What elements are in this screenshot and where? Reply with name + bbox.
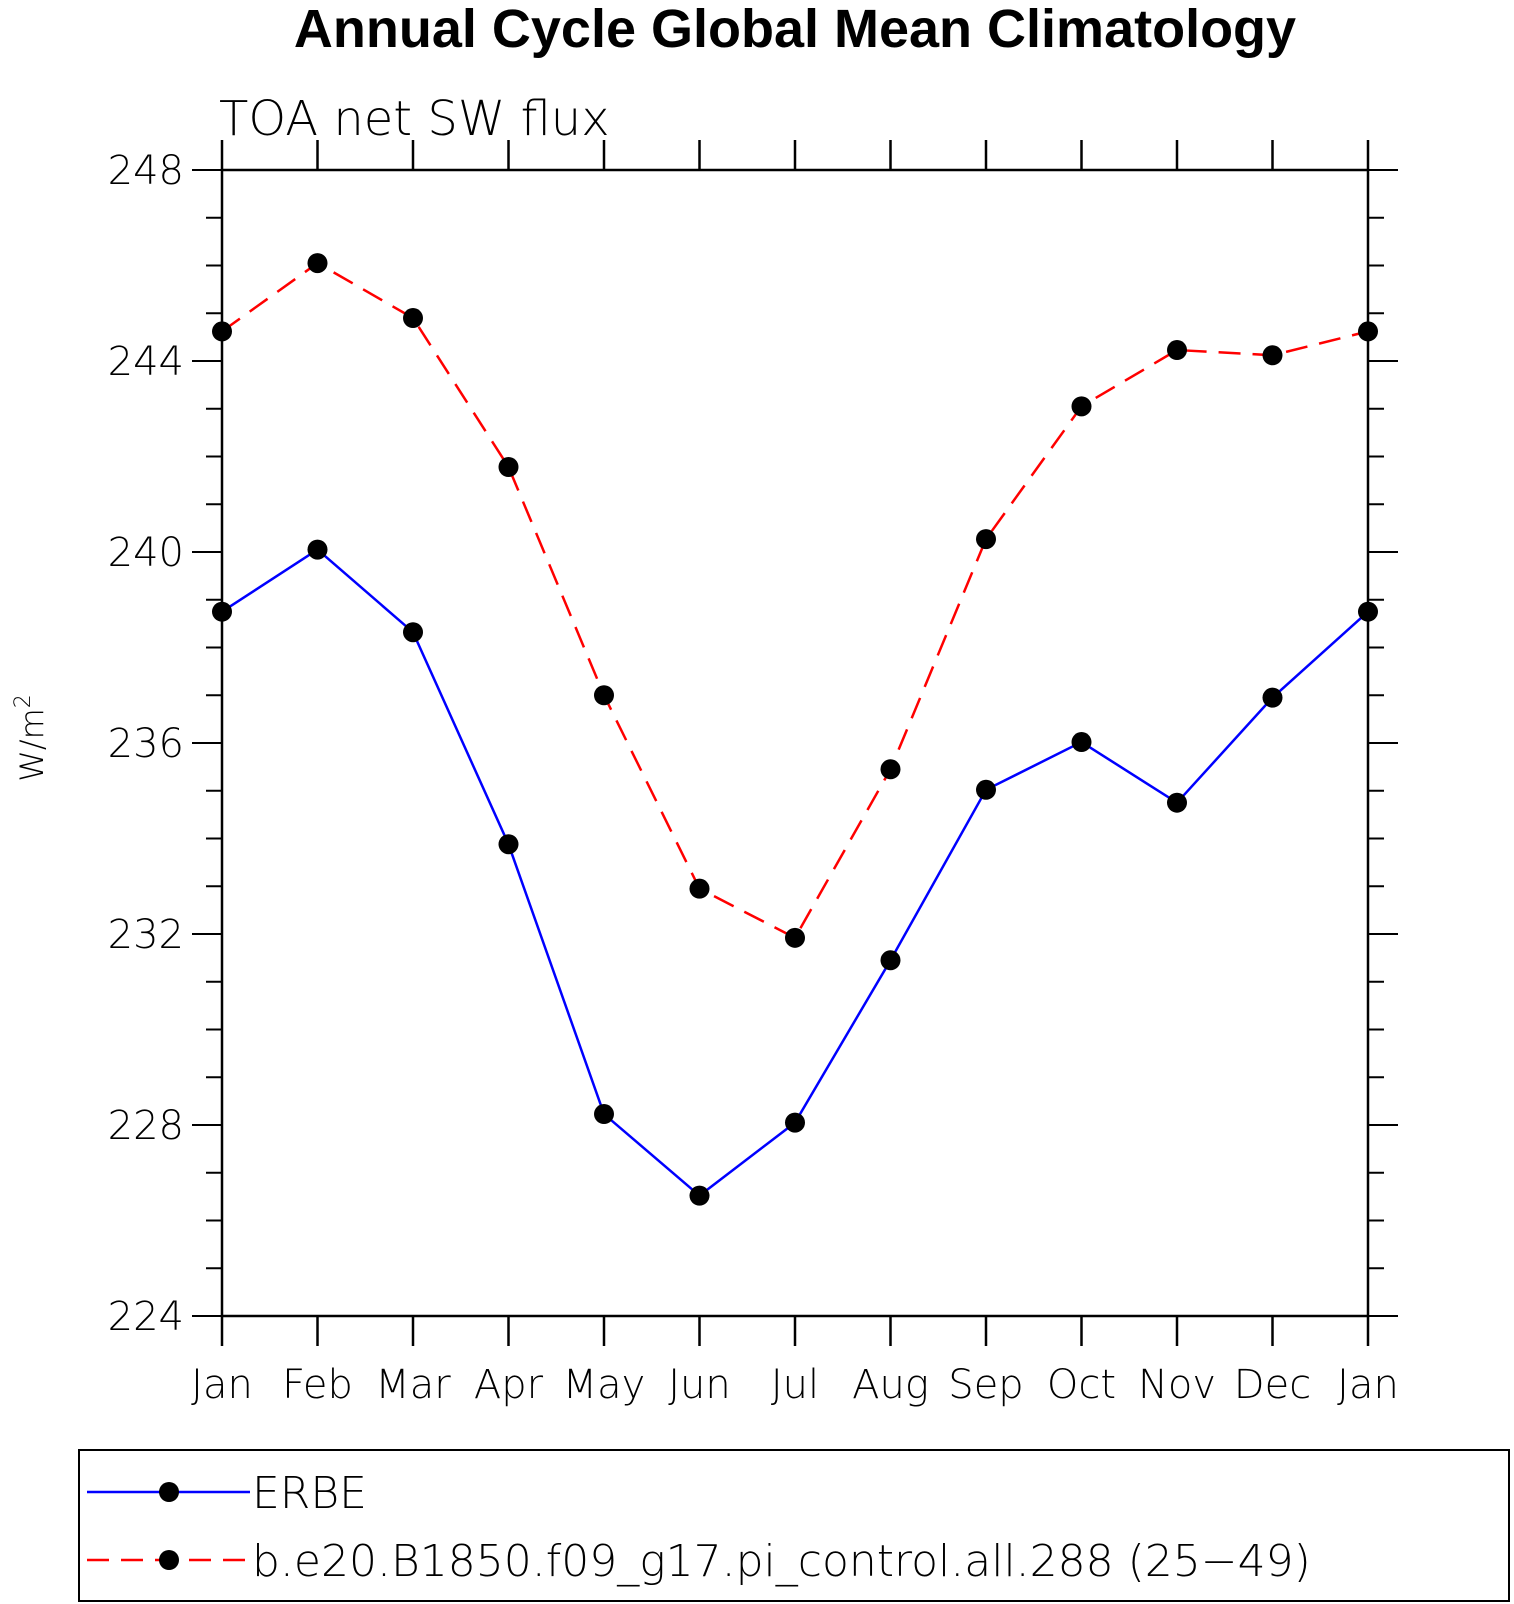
legend-box (78, 1449, 1510, 1602)
data-point (976, 779, 996, 800)
x-tick-label: Apr (474, 1362, 544, 1408)
x-tick-label: Feb (282, 1362, 353, 1408)
data-point (880, 950, 901, 971)
data-point (403, 308, 423, 329)
legend: ERBE b.e20.B1850.f09_g17.pi_control.all.… (78, 1449, 1510, 1602)
data-point (212, 601, 232, 622)
axis-ticks (192, 140, 1398, 1346)
data-point (689, 1185, 710, 1206)
series-line-0 (221, 548, 1369, 1198)
y-tick-label: 224 (108, 1294, 184, 1340)
data-point (1071, 732, 1092, 753)
x-tick-label: Mar (375, 1362, 451, 1408)
data-point (307, 539, 328, 560)
x-axis-tick-labels: Jan Feb Mar Apr May Jun Jul Aug Sep Oct Nov Dec Jan (191, 1362, 1399, 1408)
data-point (498, 834, 519, 855)
x-tick-label: Aug (852, 1362, 929, 1408)
y-tick-label: 228 (108, 1103, 184, 1149)
data-point (1358, 321, 1378, 342)
data-point (785, 927, 805, 948)
chart-title: Annual Cycle Global Mean Climatology (294, 0, 1296, 59)
legend-marker-model (159, 1550, 179, 1570)
data-point (880, 759, 901, 780)
y-axis-label-unit: W/m (13, 708, 51, 782)
data-point (1262, 345, 1283, 366)
x-tick-label: Jul (771, 1362, 819, 1408)
data-point (1358, 601, 1378, 622)
y-tick-label: 244 (108, 339, 184, 385)
x-tick-label: Jun (668, 1362, 731, 1408)
chart-subtitle: TOA net SW flux (219, 91, 610, 147)
data-point (1167, 340, 1187, 361)
x-tick-label: Dec (1234, 1362, 1311, 1408)
y-axis-label-exponent: 2 (11, 694, 36, 708)
data-point (403, 622, 423, 643)
data-point (689, 878, 710, 899)
x-tick-label: Oct (1047, 1362, 1116, 1408)
data-point (1262, 687, 1283, 708)
y-tick-label: 232 (108, 912, 184, 958)
data-point (594, 1104, 614, 1125)
series-line-1 (221, 261, 1369, 940)
data-point (594, 685, 614, 706)
plot-border (220, 168, 1370, 1318)
data-point (212, 321, 232, 342)
y-axis-label: W/m2 (11, 694, 51, 782)
data-point (307, 253, 328, 274)
y-tick-label: 236 (108, 721, 184, 767)
legend-marker-erbe (159, 1482, 179, 1502)
data-point (498, 457, 519, 478)
data-point (976, 529, 996, 550)
y-axis-tick-labels: 224 228 232 236 240 244 248 (108, 148, 184, 1340)
y-tick-label: 248 (108, 148, 184, 194)
data-point (785, 1112, 805, 1133)
data-point (1167, 792, 1187, 813)
x-tick-label: Sep (948, 1362, 1023, 1408)
plot-area (220, 168, 1370, 1318)
x-tick-label: Jan (191, 1362, 253, 1408)
legend-label-erbe: ERBE (252, 1468, 367, 1519)
x-tick-label: Jan (1337, 1362, 1399, 1408)
data-point (1071, 396, 1092, 417)
x-tick-label: May (563, 1362, 646, 1408)
legend-label-model: b.e20.B1850.f09_g17.pi_control.all.288 (… (252, 1536, 1311, 1587)
x-tick-label: Nov (1138, 1362, 1216, 1408)
series-lines (221, 261, 1369, 1198)
y-tick-label: 240 (108, 530, 184, 576)
series-markers (212, 253, 1378, 1206)
